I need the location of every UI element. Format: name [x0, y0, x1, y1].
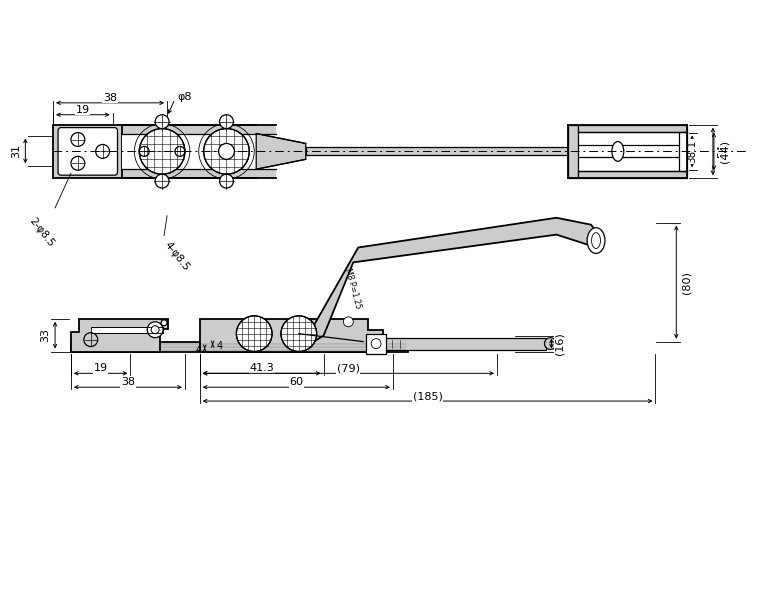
Bar [53, 125, 122, 178]
Circle shape [71, 133, 85, 146]
Circle shape [161, 320, 167, 326]
Text: 31: 31 [12, 144, 22, 158]
Text: 33: 33 [40, 328, 50, 342]
Circle shape [281, 316, 316, 352]
Text: M8 P=1.25: M8 P=1.25 [343, 268, 362, 310]
Bar [71, 341, 408, 352]
Circle shape [236, 316, 272, 352]
Bar [578, 171, 687, 178]
Polygon shape [199, 319, 383, 352]
Bar [368, 338, 547, 350]
Circle shape [219, 115, 233, 128]
Circle shape [155, 174, 169, 188]
Circle shape [371, 338, 381, 349]
Text: 41.3: 41.3 [249, 364, 274, 373]
Circle shape [147, 322, 163, 338]
FancyBboxPatch shape [58, 128, 118, 175]
Text: 38.1: 38.1 [687, 140, 697, 163]
Text: 60: 60 [290, 377, 303, 387]
Circle shape [544, 338, 557, 350]
Bar [568, 125, 578, 178]
Text: 19: 19 [94, 364, 108, 373]
Circle shape [204, 128, 249, 174]
Text: 19: 19 [75, 105, 90, 115]
Ellipse shape [587, 227, 605, 253]
Text: 38: 38 [121, 377, 135, 387]
Circle shape [343, 317, 353, 327]
Text: (16): (16) [554, 332, 564, 355]
Circle shape [219, 174, 233, 188]
Text: 4: 4 [216, 341, 223, 350]
Text: φ8: φ8 [177, 92, 192, 102]
Text: 2-φ8.5: 2-φ8.5 [27, 216, 55, 248]
Circle shape [139, 146, 149, 157]
Bar [367, 334, 386, 353]
Polygon shape [256, 134, 306, 169]
Bar [122, 134, 276, 169]
Text: 4: 4 [196, 344, 202, 355]
Ellipse shape [591, 233, 601, 248]
Polygon shape [313, 218, 601, 341]
Circle shape [139, 128, 185, 174]
Bar [568, 145, 687, 157]
Polygon shape [71, 319, 168, 352]
Bar [306, 148, 568, 155]
Text: (44): (44) [720, 140, 730, 163]
Text: (80): (80) [681, 271, 691, 293]
Text: 38: 38 [103, 93, 117, 103]
Circle shape [175, 146, 185, 157]
Circle shape [155, 115, 169, 128]
Text: 4-φ8.5: 4-φ8.5 [162, 239, 191, 272]
Ellipse shape [612, 142, 624, 161]
Text: (79): (79) [336, 364, 360, 373]
Bar [679, 131, 687, 171]
Bar [578, 125, 687, 131]
Text: 54: 54 [717, 145, 727, 158]
Circle shape [84, 332, 98, 347]
Circle shape [95, 145, 109, 158]
Bar [122, 125, 276, 178]
Circle shape [151, 326, 159, 334]
Circle shape [71, 157, 85, 170]
Text: (185): (185) [413, 391, 443, 401]
Circle shape [219, 143, 234, 160]
Bar [91, 327, 163, 332]
